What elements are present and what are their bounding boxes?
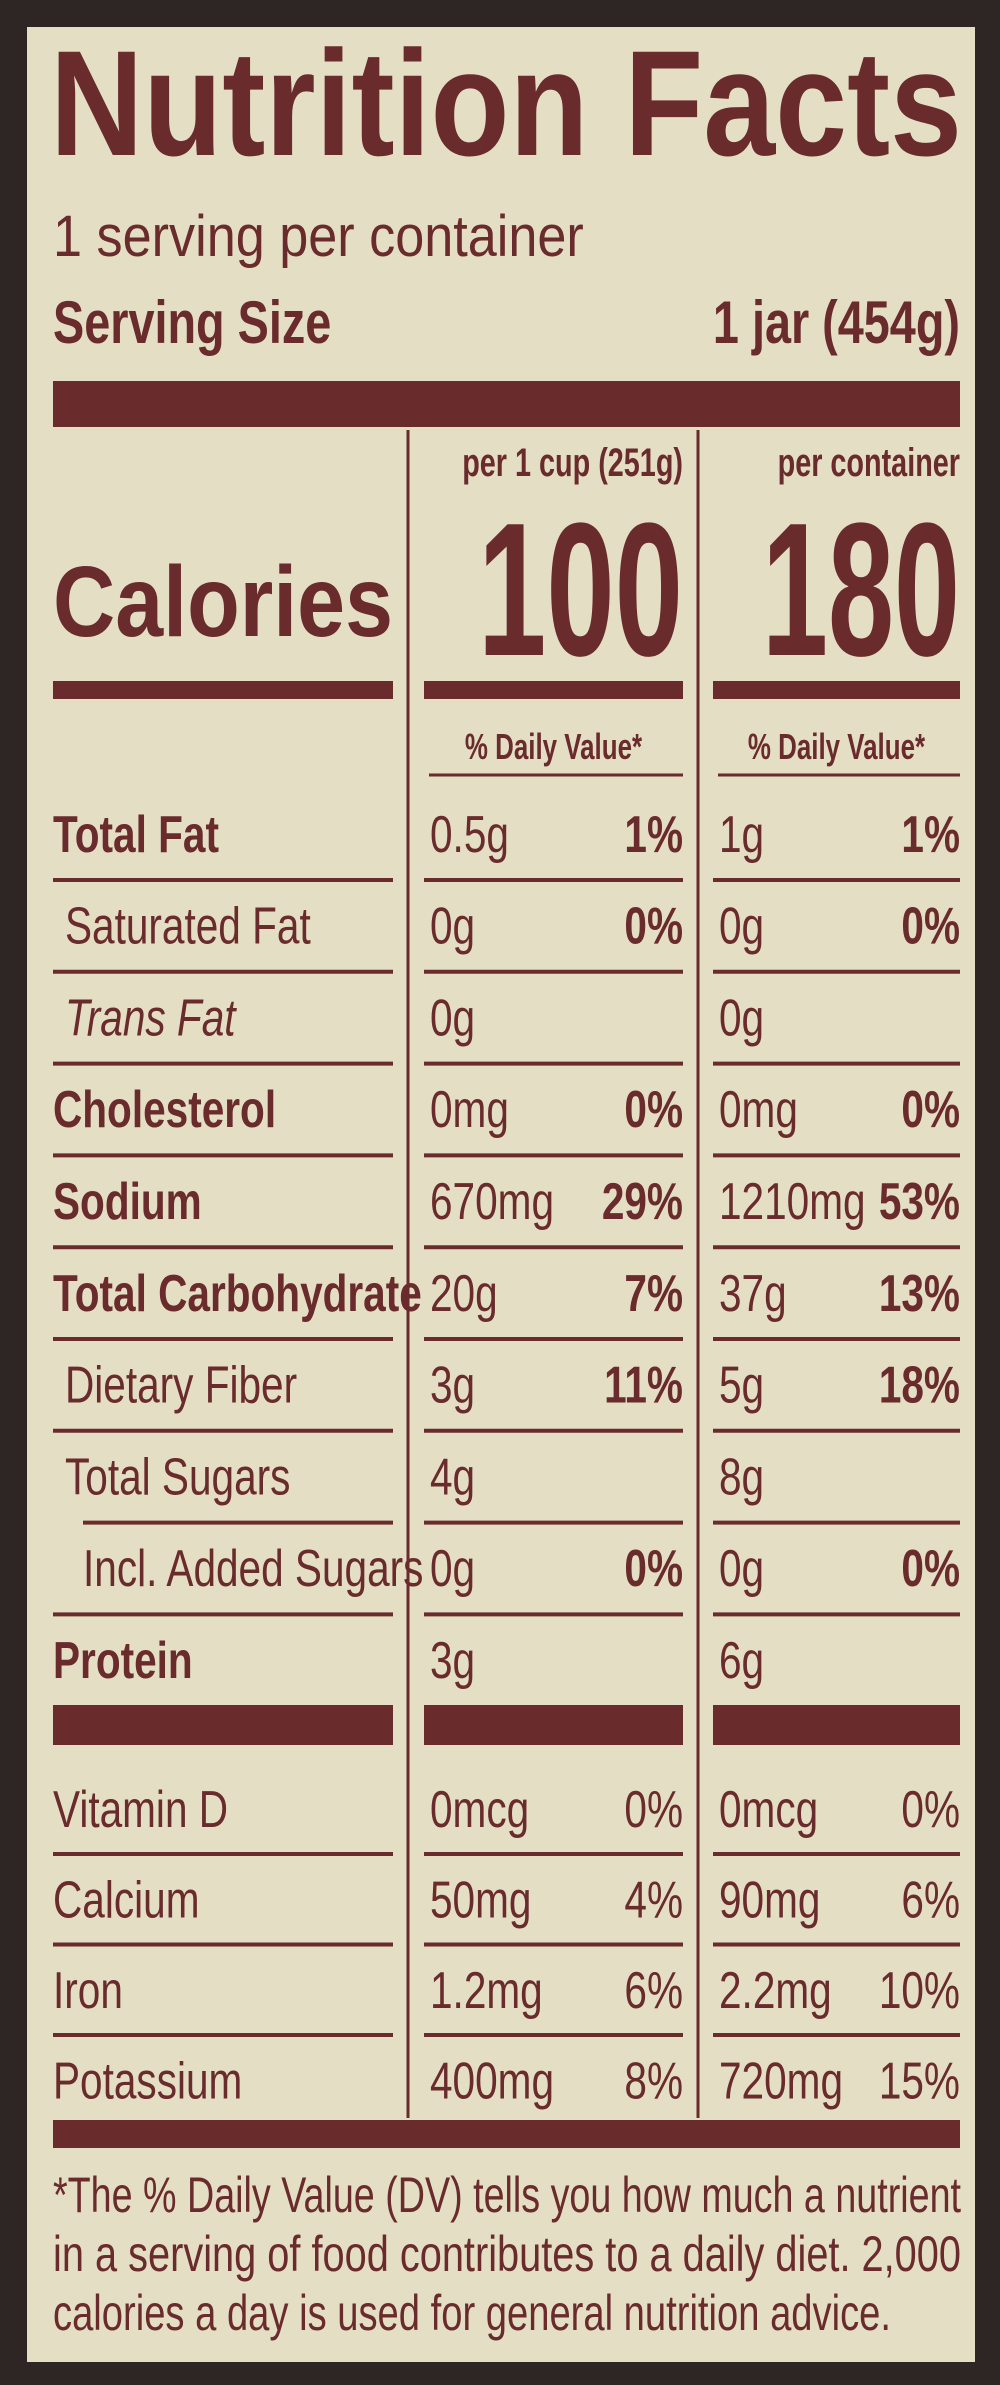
amount: 670mg: [430, 1172, 554, 1230]
title: Nutrition Facts: [50, 19, 962, 187]
column-header: per container: [778, 441, 961, 486]
medium-bar: [713, 681, 960, 699]
amount: 0g: [430, 989, 475, 1047]
medium-bar: [424, 681, 683, 699]
daily-value: 29%: [602, 1172, 683, 1230]
daily-value: 10%: [879, 1961, 960, 2019]
amount: 0g: [719, 989, 764, 1047]
daily-value-header: % Daily Value*: [748, 727, 926, 767]
daily-value: 0%: [624, 1780, 683, 1838]
amount: 720mg: [719, 2052, 843, 2110]
daily-value: 0%: [901, 897, 960, 955]
daily-value: 0%: [901, 1780, 960, 1838]
calories-label: Calories: [53, 546, 393, 658]
amount: 5g: [719, 1356, 764, 1414]
amount: 0g: [430, 897, 475, 955]
daily-value: 6%: [624, 1961, 683, 2019]
footnote: calories a day is used for general nutri…: [53, 2285, 891, 2341]
nutrient-name: Saturated Fat: [65, 897, 311, 955]
amount: 0g: [719, 1539, 764, 1597]
daily-value: 0%: [901, 1539, 960, 1597]
daily-value: 4%: [624, 1871, 683, 1929]
daily-value-header: % Daily Value*: [465, 727, 643, 767]
footnote: in a serving of food contributes to a da…: [53, 2226, 961, 2282]
servings: 1 serving per container: [53, 203, 584, 268]
daily-value: 0%: [624, 897, 683, 955]
amount: 1.2mg: [430, 1961, 543, 2019]
daily-value: 1%: [901, 805, 960, 863]
calories-value: 100: [478, 484, 683, 696]
amount: 3g: [430, 1356, 475, 1414]
amount: 0mg: [719, 1080, 798, 1138]
amount: 0.5g: [430, 805, 509, 863]
nutrient-name: Trans Fat: [65, 989, 237, 1047]
daily-value: 11%: [604, 1356, 683, 1414]
amount: 0mcg: [430, 1780, 529, 1838]
nutrient-name: Iron: [53, 1961, 123, 2019]
nutrient-name: Sodium: [53, 1172, 202, 1230]
amount: 1210mg: [719, 1172, 866, 1230]
thick-bar: [53, 2120, 960, 2148]
nutrient-name: Total Fat: [53, 805, 219, 863]
nutrient-name: Incl. Added Sugars: [83, 1539, 423, 1597]
daily-value: 8%: [624, 2052, 683, 2110]
column-header: per 1 cup (251g): [462, 441, 683, 486]
amount: 6g: [719, 1631, 764, 1689]
amount: 1g: [719, 805, 764, 863]
amount: 400mg: [430, 2052, 554, 2110]
amount: 2.2mg: [719, 1961, 832, 2019]
amount: 3g: [430, 1631, 475, 1689]
serving-size-value: 1 jar (454g): [713, 290, 960, 357]
daily-value: 7%: [624, 1264, 683, 1322]
amount: 90mg: [719, 1871, 820, 1929]
serving-size-label: Serving Size: [53, 290, 331, 357]
nutrient-name: Potassium: [53, 2052, 242, 2110]
nutrient-name: Cholesterol: [53, 1080, 276, 1138]
daily-value: 18%: [879, 1356, 960, 1414]
daily-value: 1%: [624, 805, 683, 863]
daily-value: 53%: [879, 1172, 960, 1230]
amount: 20g: [430, 1264, 498, 1322]
amount: 0g: [719, 897, 764, 955]
amount: 8g: [719, 1448, 764, 1506]
footnote: *The % Daily Value (DV) tells you how mu…: [53, 2167, 961, 2223]
nutrient-name: Dietary Fiber: [65, 1356, 297, 1414]
amount: 37g: [719, 1264, 787, 1322]
amount: 0mcg: [719, 1780, 818, 1838]
daily-value: 13%: [879, 1264, 960, 1322]
amount: 0g: [430, 1539, 475, 1597]
thick-bar: [713, 1705, 960, 1745]
nutrient-name: Calcium: [53, 1871, 199, 1929]
amount: 0mg: [430, 1080, 509, 1138]
amount: 4g: [430, 1448, 475, 1506]
nutrient-name: Total Sugars: [65, 1448, 290, 1506]
daily-value: 6%: [901, 1871, 960, 1929]
daily-value: 0%: [624, 1539, 683, 1597]
daily-value: 15%: [879, 2052, 960, 2110]
medium-bar: [53, 681, 393, 699]
daily-value: 0%: [901, 1080, 960, 1138]
thick-bar: [53, 1705, 393, 1745]
calories-value: 180: [762, 484, 960, 696]
thick-bar: [424, 1705, 683, 1745]
nutrient-name: Vitamin D: [53, 1780, 228, 1838]
nutrient-name: Protein: [53, 1631, 193, 1689]
daily-value: 0%: [624, 1080, 683, 1138]
nutrient-name: Total Carbohydrate: [53, 1264, 422, 1322]
amount: 50mg: [430, 1871, 531, 1929]
thick-bar: [53, 381, 960, 427]
